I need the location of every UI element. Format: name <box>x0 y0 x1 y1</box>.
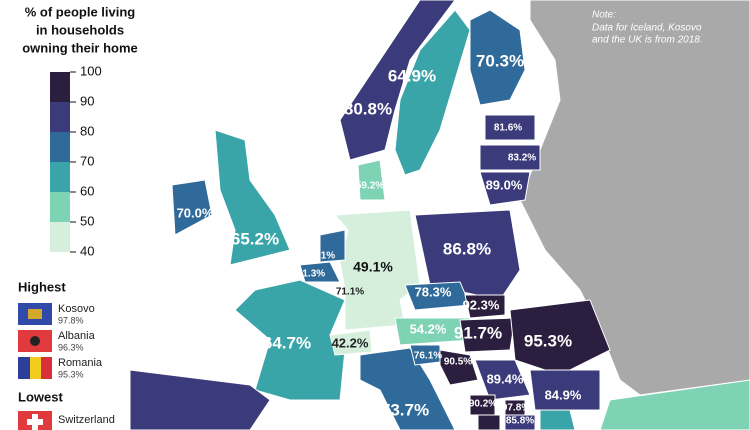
flag-albania-eagle <box>30 336 40 346</box>
scale-band <box>50 102 70 132</box>
serbia <box>474 359 531 401</box>
note-line: Data for Iceland, Kosovo <box>592 23 702 34</box>
map-labels: 80.8% 64.9% 70.3% 81.6% 83.2% 89.0% 59.2… <box>177 51 582 426</box>
spain <box>129 369 271 430</box>
map-label: 71.3% <box>297 269 325 280</box>
color-scale: 100 90 80 70 60 50 40 <box>50 63 102 258</box>
legend: % of people living in households owning … <box>18 4 138 430</box>
flag-romania <box>41 357 52 379</box>
flag-romania <box>18 357 30 379</box>
flag-kosovo-map <box>28 309 42 319</box>
sweden <box>394 9 471 176</box>
note-heading: Note: <box>592 10 616 21</box>
map-label: 71.1% <box>336 287 364 298</box>
scale-band <box>50 162 70 192</box>
highest-country: Kosovo <box>58 303 95 315</box>
countries <box>129 0 750 430</box>
map-label: 73.7% <box>381 400 429 419</box>
north-macedonia <box>504 414 536 430</box>
lowest-heading: Lowest <box>18 389 63 404</box>
map-label: 42.2% <box>332 335 369 350</box>
map-label: 70.0% <box>177 205 214 220</box>
switzerland <box>329 329 373 356</box>
scale-tick-label: 70 <box>80 153 94 168</box>
map-label: 83.2% <box>508 153 536 164</box>
scale-tick-label: 100 <box>80 63 102 78</box>
map-label: 78.3% <box>415 284 452 299</box>
map-label: 54.2% <box>410 321 447 336</box>
flag-romania <box>30 357 41 379</box>
map-label: 65.2% <box>231 229 279 248</box>
map-label: 80.8% <box>344 99 392 118</box>
map-label: 49.1% <box>353 259 393 275</box>
map-label: 86.8% <box>443 239 491 258</box>
map-label: 84.9% <box>545 387 582 402</box>
map-label: 91.7% <box>454 323 502 342</box>
greece <box>539 409 576 430</box>
note: Note: Data for Iceland, Kosovo and the U… <box>592 10 703 46</box>
finland <box>469 9 526 106</box>
scale-tick-label: 80 <box>80 123 94 138</box>
albania <box>477 414 501 430</box>
map-label: 89.0% <box>486 177 523 192</box>
scale-tick-label: 50 <box>80 213 94 228</box>
highest-country: Romania <box>58 357 103 369</box>
scale-band <box>50 192 70 222</box>
ireland <box>171 179 213 236</box>
slovakia <box>464 294 506 319</box>
belgium <box>299 261 341 283</box>
turkey <box>599 379 750 430</box>
romania <box>509 299 611 376</box>
denmark <box>357 159 386 201</box>
map-label: 90.5% <box>444 357 472 368</box>
latvia <box>479 144 541 171</box>
map-label: 76.1% <box>414 351 442 362</box>
bulgaria <box>529 369 601 411</box>
hungary <box>459 317 516 353</box>
highest-value: 96.3% <box>58 342 84 352</box>
legend-title: owning their home <box>22 40 138 55</box>
scale-band <box>50 132 70 162</box>
lithuania <box>479 171 531 206</box>
uk <box>214 129 291 266</box>
map-label: 90.2% <box>469 399 497 410</box>
highest-value: 97.8% <box>58 315 84 325</box>
lowest-country: Switzerland <box>58 414 115 426</box>
map-label: 59.2% <box>356 181 384 192</box>
scale-band <box>50 72 70 102</box>
map-label: 64.9% <box>388 66 436 85</box>
legend-title: in households <box>36 22 124 37</box>
highest-heading: Highest <box>18 279 66 294</box>
scale-band <box>50 222 70 252</box>
map-label: 70.1% <box>307 251 335 262</box>
estonia <box>484 114 536 141</box>
poland <box>414 209 521 301</box>
highest-country: Albania <box>58 330 96 342</box>
map-label: 95.3% <box>524 331 572 350</box>
map-label: 97.8% <box>502 403 530 414</box>
map-label: 70.3% <box>476 51 524 70</box>
map-label: 92.3% <box>463 297 500 312</box>
map-label: 85.8% <box>506 416 534 427</box>
flag-switzerland-cross <box>27 419 43 425</box>
scale-tick-label: 60 <box>80 183 94 198</box>
scale-tick-label: 90 <box>80 93 94 108</box>
croatia <box>439 349 479 386</box>
scale-tick-label: 40 <box>80 243 94 258</box>
legend-title: % of people living <box>25 4 136 19</box>
norway <box>339 0 456 161</box>
highest-value: 95.3% <box>58 369 84 379</box>
map-label: 64.7% <box>263 333 311 352</box>
map-label: 89.4% <box>487 371 524 386</box>
map-label: 81.6% <box>494 123 522 134</box>
france <box>234 279 346 401</box>
note-line: and the UK is from 2018. <box>592 35 703 46</box>
netherlands <box>319 229 346 263</box>
